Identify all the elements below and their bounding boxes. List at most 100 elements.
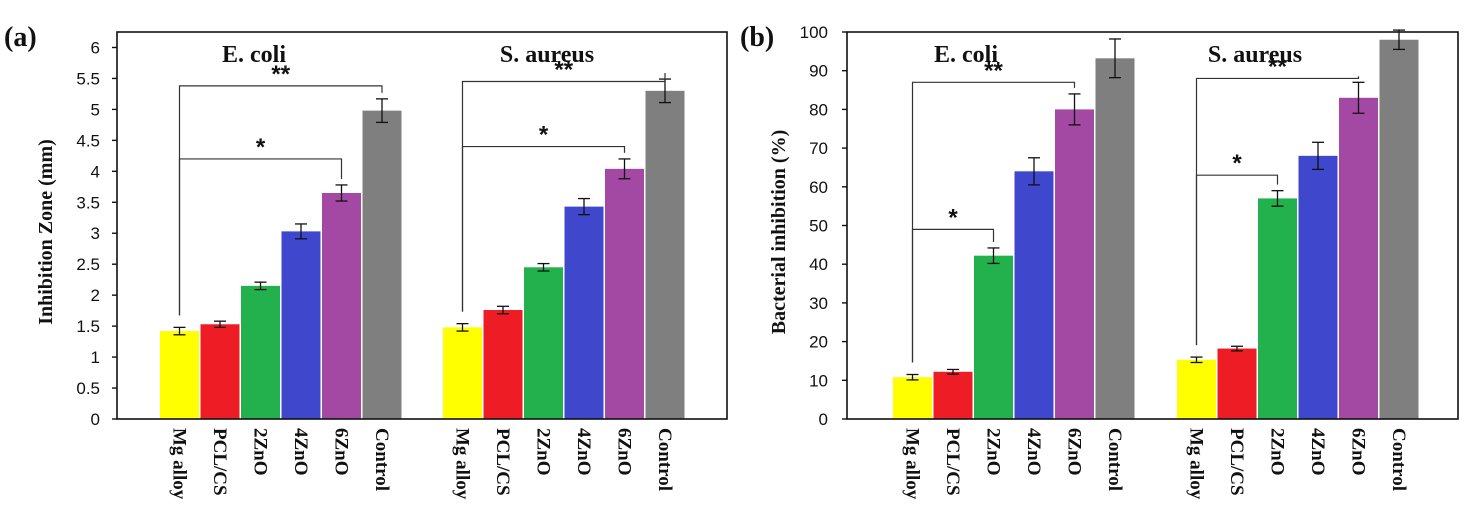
panel-b-group-title-saureus: S. aureus	[1208, 42, 1302, 68]
panel-b-bar-saureus-4zno	[1298, 155, 1338, 419]
panel-a-bar-ecoli-6zno	[322, 192, 361, 419]
panel-b-bar-saureus-6zno	[1339, 97, 1378, 419]
panel-a-group-title-ecoli: E. coli	[222, 42, 286, 68]
panel-a-y-tick-label: 5.5	[76, 69, 100, 88]
panel-a-bar-saureus-mg-alloy	[443, 327, 482, 419]
panel-b-y-tick-label: 90	[809, 62, 828, 81]
panel-a-bar-ecoli-control	[362, 110, 402, 419]
panel-a-x-tick-label: Mg alloy	[169, 428, 190, 500]
panel-a-x-tick-label: 6ZnO	[331, 428, 352, 476]
panel-a-y-tick-label: 2	[91, 286, 100, 305]
panel-b-y-tick-label: 10	[809, 371, 828, 390]
panel-b-group-title-ecoli: E. coli	[934, 42, 998, 68]
panel-a: (a) Inhibition Zone (mm) E. coli S. aure…	[4, 22, 728, 500]
panel-a-y-tick-label: 3.5	[76, 193, 100, 212]
panel-b-bar-saureus-control	[1379, 39, 1419, 420]
panel-b-x-tick-label: 4ZnO	[1023, 428, 1044, 476]
panel-a-bar-saureus-pcl-cs	[483, 310, 523, 419]
panel-b-y-tick-label: 100	[800, 23, 828, 42]
panel-a-y-tick-label: 4	[91, 162, 100, 181]
panel-b-bar-ecoli-4zno	[1014, 171, 1054, 419]
panel-a-x-tick-label: PCL/CS	[209, 428, 230, 496]
panel-b-x-tick-label: 4ZnO	[1307, 428, 1328, 476]
panel-b-y-tick-label: 40	[809, 255, 828, 274]
panel-b-significance-label: *	[948, 204, 958, 231]
panel-b-x-tick-label: 6ZnO	[1348, 428, 1369, 476]
panel-a-x-tick-label: Mg alloy	[452, 428, 473, 500]
panel-a-plot-marks: ******	[160, 57, 685, 419]
panel-b-bar-saureus-2zno	[1258, 198, 1297, 419]
panel-a-bar-saureus-2zno	[524, 267, 563, 419]
panel-a-y-ticks: 0 0.5 1 1.5 2 2.5 3 3.5 4 4.5 5 5.5 6	[76, 38, 117, 429]
panel-a-bar-saureus-4zno	[564, 206, 604, 419]
panel-b-y-tick-label: 70	[809, 139, 828, 158]
panel-b-y-tick-label: 0	[819, 410, 828, 429]
panel-a-bar-ecoli-2zno	[241, 285, 280, 419]
panel-b-x-tick-label: Control	[1104, 428, 1125, 491]
panel-a-significance-label: **	[554, 57, 573, 84]
panel-a-y-tick-label: 3	[91, 224, 100, 243]
panel-b-x-tick-label: Control	[1388, 428, 1409, 491]
panel-b-label: (b)	[740, 22, 774, 53]
panel-a-y-tick-label: 0.5	[76, 379, 100, 398]
panel-a-bar-saureus-6zno	[605, 168, 644, 419]
panel-a-y-axis-label: Inhibition Zone (mm)	[35, 139, 57, 325]
panel-b-y-tick-label: 30	[809, 294, 828, 313]
panel-b-y-tick-label: 80	[809, 100, 828, 119]
panel-b-x-tick-label: PCL/CS	[1226, 428, 1247, 496]
panel-a-bar-ecoli-mg-alloy	[160, 331, 199, 419]
panel-b-x-labels: Mg alloy PCL/CS 2ZnO 4ZnO 6ZnO Control Mg allo…	[902, 428, 1410, 500]
panel-a-x-tick-label: PCL/CS	[492, 428, 513, 496]
panel-b-bar-ecoli-control	[1095, 58, 1135, 419]
panel-b-bar-saureus-pcl-cs	[1217, 348, 1257, 419]
panel-a-bar-ecoli-pcl-cs	[200, 324, 240, 419]
panel-a-significance-label: **	[271, 61, 290, 88]
panel-a-label: (a)	[4, 22, 37, 53]
panel-b-significance-label: **	[1268, 53, 1287, 80]
panel-a-x-tick-label: 6ZnO	[614, 428, 635, 476]
panel-a-significance-bracket	[178, 85, 383, 316]
panel-b-bar-ecoli-pcl-cs	[933, 371, 973, 419]
panel-b-y-ticks: 0 10 20 30 40 50 60 70 80 90 100	[800, 23, 847, 429]
panel-b-significance-label: *	[1232, 150, 1242, 177]
panel-b-plot-marks: ******	[893, 29, 1419, 420]
panel-a-x-tick-label: 4ZnO	[290, 428, 311, 476]
panel-a-x-labels: Mg alloy PCL/CS 2ZnO 4ZnO 6ZnO Control Mg allo…	[169, 428, 676, 500]
panel-a-y-tick-label: 6	[91, 38, 100, 57]
panel-a-bar-ecoli-4zno	[281, 231, 321, 419]
panel-a-significance-label: *	[256, 134, 266, 161]
panel-a-x-tick-label: Control	[371, 428, 392, 491]
panel-a-y-tick-label: 1.5	[76, 317, 100, 336]
panel-b-bar-ecoli-2zno	[974, 255, 1013, 419]
panel-b-x-tick-label: 6ZnO	[1064, 428, 1085, 476]
panel-b-y-tick-label: 20	[809, 333, 828, 352]
panel-b-plot-frame	[846, 31, 1459, 420]
panel-b-x-tick-label: PCL/CS	[942, 428, 963, 496]
panel-b-y-tick-label: 50	[809, 217, 828, 236]
panel-b-bar-ecoli-6zno	[1055, 109, 1094, 420]
panel-a-y-tick-label: 0	[91, 410, 100, 429]
panel-b-x-tick-label: 2ZnO	[983, 428, 1004, 476]
panel-a-significance-label: *	[539, 122, 549, 149]
panel-a-x-tick-label: 2ZnO	[533, 428, 554, 476]
panel-a-y-tick-label: 2.5	[76, 255, 100, 274]
panel-a-plot-frame	[116, 31, 728, 420]
panel-a-x-tick-label: 4ZnO	[573, 428, 594, 476]
panel-b-bar-saureus-mg-alloy	[1177, 359, 1216, 419]
panel-a-x-tick-label: Control	[654, 428, 675, 491]
panel-a-significance-bracket	[461, 73, 666, 312]
panel-b-x-tick-label: Mg alloy	[902, 428, 923, 500]
panel-b-y-axis-label: Bacterial inhibition (%)	[768, 130, 790, 334]
panel-a-y-tick-label: 5	[91, 100, 100, 119]
panel-b-x-tick-label: 2ZnO	[1267, 428, 1288, 476]
panel-a-x-tick-label: 2ZnO	[250, 428, 271, 476]
panel-a-y-tick-label: 4.5	[76, 131, 100, 150]
panel-b: (b) Bacterial inhibition (%) E. coli S. …	[740, 22, 1459, 500]
panel-b-x-tick-label: Mg alloy	[1186, 428, 1207, 500]
panel-b-significance-label: **	[984, 57, 1003, 84]
panel-a-y-tick-label: 1	[91, 348, 100, 367]
panel-a-group-title-saureus: S. aureus	[500, 42, 594, 68]
panel-b-bar-ecoli-mg-alloy	[893, 377, 932, 419]
panel-b-y-tick-label: 60	[809, 178, 828, 197]
